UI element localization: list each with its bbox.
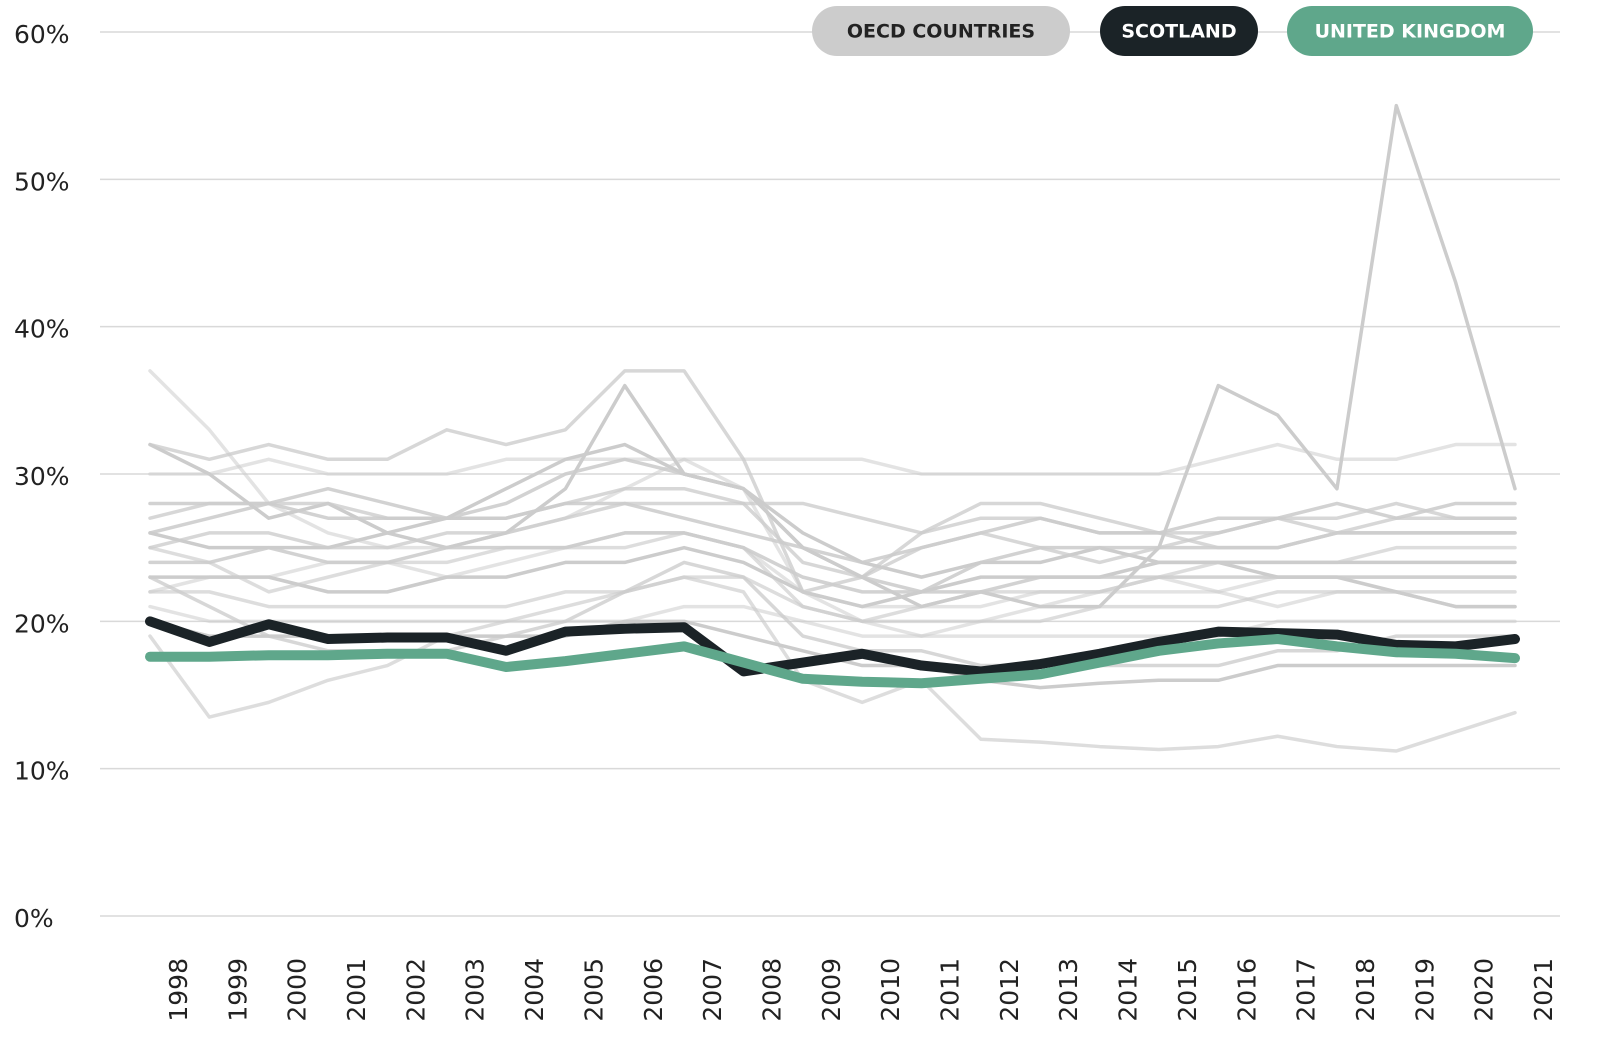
x-tick-label: 2021 bbox=[1529, 958, 1558, 1022]
x-tick-label: 2003 bbox=[461, 958, 490, 1022]
oecd-line bbox=[148, 103, 1517, 609]
oecd-line bbox=[148, 369, 1517, 594]
oecd-line bbox=[148, 369, 1517, 638]
oecd-line bbox=[148, 501, 1517, 565]
oecd-line bbox=[148, 501, 1517, 550]
y-tick-label: 50% bbox=[14, 167, 70, 196]
legend-label: OECD COUNTRIES bbox=[847, 21, 1035, 43]
x-tick-label: 2007 bbox=[698, 958, 727, 1022]
x-tick-label: 2013 bbox=[1054, 958, 1083, 1022]
oecd-line bbox=[148, 575, 1517, 753]
legend-item: UNITED KINGDOM bbox=[1287, 6, 1533, 56]
legend-label: UNITED KINGDOM bbox=[1315, 21, 1506, 43]
x-tick-label: 2015 bbox=[1173, 958, 1202, 1022]
series-line bbox=[145, 634, 1520, 689]
x-tick-label: 2011 bbox=[936, 958, 965, 1022]
y-tick-label: 30% bbox=[14, 462, 70, 491]
x-tick-label: 2002 bbox=[401, 958, 430, 1022]
x-tick-label: 2014 bbox=[1114, 958, 1143, 1022]
y-tick-label: 0% bbox=[14, 904, 54, 933]
legend-pill bbox=[1287, 6, 1533, 56]
series-line bbox=[145, 616, 1520, 677]
x-tick-label: 1999 bbox=[223, 958, 252, 1022]
legend-pill bbox=[812, 6, 1070, 56]
x-tick-label: 2008 bbox=[757, 958, 786, 1022]
x-tick-label: 2012 bbox=[995, 958, 1024, 1022]
oecd-line bbox=[148, 442, 1517, 476]
x-tick-label: 2009 bbox=[817, 958, 846, 1022]
legend-item: OECD COUNTRIES bbox=[812, 6, 1070, 56]
x-tick-label: 2001 bbox=[342, 958, 371, 1022]
y-tick-label: 20% bbox=[14, 609, 70, 638]
oecd-line bbox=[148, 442, 1517, 609]
x-tick-label: 2020 bbox=[1470, 958, 1499, 1022]
oecd-line bbox=[148, 604, 1517, 638]
x-tick-label: 2010 bbox=[876, 958, 905, 1022]
x-tick-label: 2000 bbox=[283, 958, 312, 1022]
y-tick-label: 60% bbox=[14, 20, 70, 49]
legend-item: SCOTLAND bbox=[1100, 6, 1258, 56]
x-tick-label: 2017 bbox=[1292, 958, 1321, 1022]
legend-pill bbox=[1100, 6, 1258, 56]
x-tick-label: 2006 bbox=[639, 958, 668, 1022]
x-tick-label: 2019 bbox=[1410, 958, 1439, 1022]
oecd-line bbox=[148, 457, 1517, 594]
x-tick-label: 2018 bbox=[1351, 958, 1380, 1022]
x-tick-label: 2004 bbox=[520, 958, 549, 1022]
x-tick-label: 2016 bbox=[1232, 958, 1261, 1022]
y-tick-label: 10% bbox=[14, 757, 70, 786]
x-tick-label: 2005 bbox=[579, 958, 608, 1022]
legend-label: SCOTLAND bbox=[1121, 21, 1236, 43]
oecd-line bbox=[148, 531, 1517, 624]
x-tick-label: 1998 bbox=[164, 958, 193, 1022]
y-tick-label: 40% bbox=[14, 315, 70, 344]
